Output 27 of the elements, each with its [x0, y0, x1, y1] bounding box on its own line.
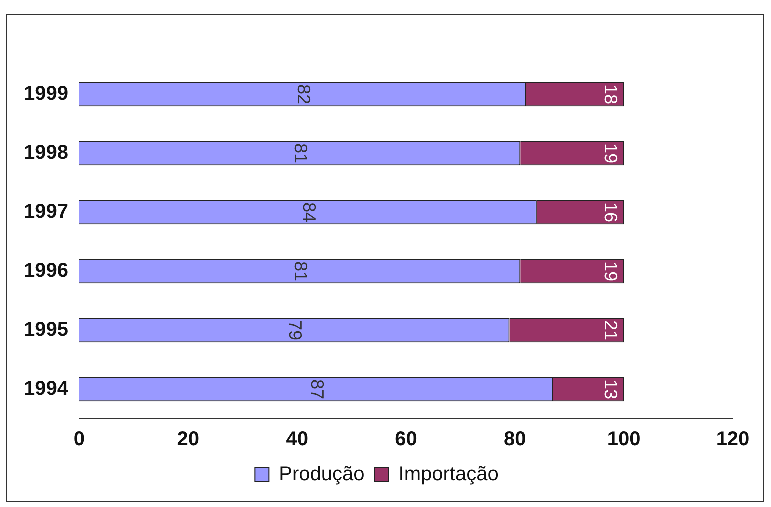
- data-label: 87: [307, 379, 328, 400]
- x-tick-label: 100: [607, 428, 641, 451]
- data-label: 16: [601, 202, 622, 223]
- y-tick-label: 1995: [24, 319, 68, 342]
- data-label: 13: [601, 379, 622, 400]
- x-tick-label: 60: [395, 428, 418, 451]
- data-label: 21: [601, 320, 622, 341]
- legend-label: Produção: [279, 464, 365, 486]
- data-label: 81: [291, 261, 312, 282]
- y-tick-label: 1999: [24, 83, 68, 106]
- y-tick-label: 1997: [24, 201, 68, 224]
- x-tick-label: 40: [286, 428, 308, 451]
- y-tick-label: 1994: [24, 378, 70, 400]
- data-label: 19: [601, 261, 622, 282]
- legend-label: Importação: [398, 464, 499, 486]
- data-label: 84: [299, 202, 320, 223]
- data-label: 81: [291, 143, 312, 164]
- data-label: 18: [601, 84, 622, 105]
- x-tick-label: 120: [716, 428, 750, 451]
- data-label: 82: [294, 84, 314, 105]
- x-tick-label: 20: [177, 428, 200, 451]
- data-label: 79: [286, 320, 306, 341]
- y-tick-label: 1996: [24, 260, 68, 282]
- data-label: 19: [601, 143, 622, 164]
- x-tick-label: 80: [504, 428, 526, 451]
- y-tick-label: 1998: [24, 142, 68, 164]
- x-tick-label: 0: [74, 428, 86, 451]
